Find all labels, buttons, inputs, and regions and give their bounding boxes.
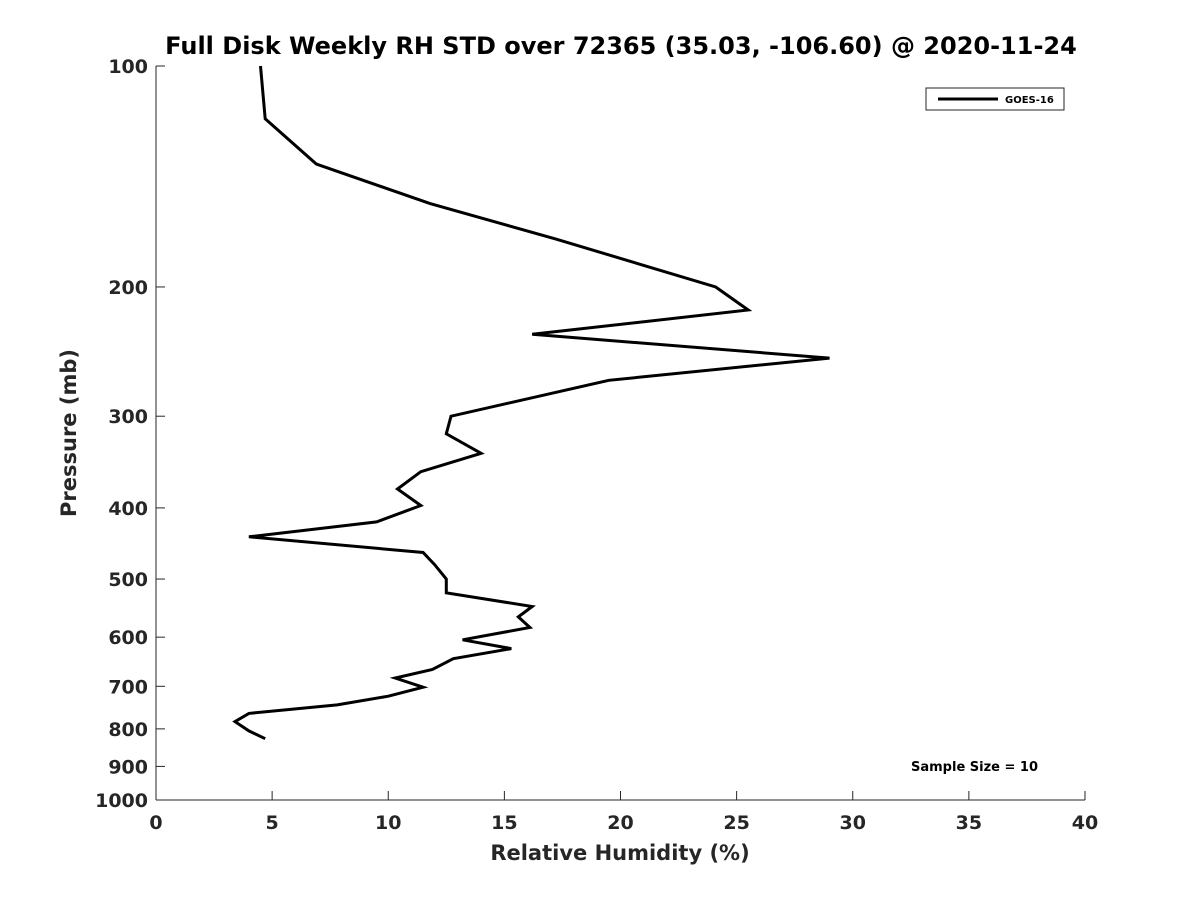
x-axis-ticks: 0 5 10 15 20 25 30 35 40: [149, 791, 1098, 834]
x-tick-label: 0: [149, 812, 162, 834]
x-tick-label: 20: [607, 812, 633, 834]
legend: GOES-16: [925, 87, 1065, 111]
x-tick-label: 30: [840, 812, 866, 834]
x-tick-label: 35: [956, 812, 982, 834]
sample-size-annotation: Sample Size = 10: [911, 760, 1038, 775]
y-axis-label: Pressure (mb): [57, 349, 81, 517]
chart-title: Full Disk Weekly RH STD over 72365 (35.0…: [165, 32, 1077, 60]
series-line-goes-16: [232, 65, 830, 741]
y-axis-ticks: 100 200 300 400 500 600 700 800 900 1000: [95, 56, 165, 812]
y-tick-label: 200: [108, 277, 148, 299]
x-tick-label: 5: [266, 812, 279, 834]
y-tick-label: 500: [108, 569, 148, 591]
y-tick-label: 900: [108, 756, 148, 778]
y-tick-label: 600: [108, 627, 148, 649]
y-tick-label: 1000: [95, 790, 148, 812]
x-tick-label: 25: [723, 812, 749, 834]
y-tick-label: 400: [108, 498, 148, 520]
y-tick-label: 700: [108, 676, 148, 698]
series-layer: [232, 65, 830, 741]
legend-label-goes-16: GOES-16: [1005, 95, 1054, 106]
x-tick-label: 10: [375, 812, 401, 834]
x-tick-label: 15: [491, 812, 517, 834]
y-tick-label: 800: [108, 719, 148, 741]
x-tick-label: 40: [1072, 812, 1098, 834]
y-tick-label: 300: [108, 406, 148, 428]
x-axis-label: Relative Humidity (%): [490, 841, 749, 865]
y-tick-label: 100: [108, 56, 148, 78]
